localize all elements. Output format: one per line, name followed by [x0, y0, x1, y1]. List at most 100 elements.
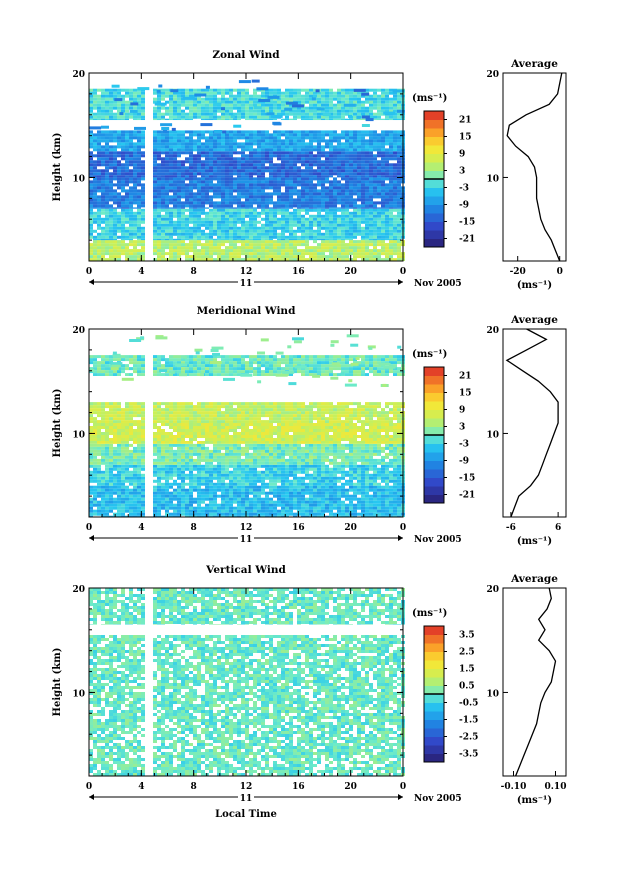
heatmap-cell [317, 255, 321, 258]
heatmap-cell [353, 255, 357, 258]
heatmap-cell [105, 160, 109, 163]
heatmap-cell [261, 175, 265, 177]
heatmap-cell [125, 157, 129, 160]
heatmap-cell [349, 101, 353, 104]
heatmap-cell [117, 240, 121, 243]
heatmap-cell [165, 504, 169, 507]
heatmap-cell [181, 510, 185, 513]
heatmap-cell [233, 212, 237, 215]
heatmap-cell [105, 186, 109, 189]
heatmap-cell [356, 116, 360, 119]
colorbar-segment [424, 222, 444, 231]
heatmap-cell [321, 130, 325, 133]
heatmap-cell [133, 498, 137, 501]
heatmap-cell [201, 113, 205, 116]
heatmap-cell [177, 148, 181, 151]
heatmap-cell [257, 154, 261, 157]
heatmap-cell [377, 151, 381, 154]
heatmap-cell [389, 157, 393, 160]
heatmap-cell [269, 252, 273, 255]
heatmap-cell [313, 492, 317, 495]
heatmap-cell [213, 227, 217, 230]
heatmap-cell [237, 160, 241, 163]
heatmap-cell [197, 160, 201, 163]
heatmap-cell [357, 133, 361, 136]
heatmap-cell [349, 215, 353, 218]
heatmap-cell [117, 510, 121, 513]
heatmap-cell [293, 507, 297, 510]
heatmap-cell [261, 255, 265, 258]
heatmap-cell [313, 113, 317, 116]
heatmap-cell [185, 175, 189, 177]
heatmap-cell [253, 195, 257, 198]
heatmap-cell [373, 113, 377, 116]
heatmap-cell [321, 243, 325, 246]
heatmap-cell [181, 486, 185, 489]
heatmap-cell [265, 192, 269, 195]
heatmap-cell [185, 160, 189, 163]
heatmap-cell [217, 92, 221, 95]
heatmap-cell [309, 239, 313, 240]
heatmap-cell [301, 233, 305, 236]
heatmap-cell [233, 233, 237, 236]
heatmap-cell [277, 252, 281, 255]
heatmap-cells [89, 334, 405, 517]
heatmap-cell [241, 172, 245, 175]
heatmap-cell [361, 221, 365, 224]
heatmap-cell [297, 215, 301, 218]
heatmap-cell [325, 209, 329, 212]
heatmap-cell [173, 195, 177, 198]
heatmap-cell [109, 92, 113, 95]
heatmap-cell [273, 246, 277, 249]
heatmap-cell [365, 240, 369, 243]
heatmap-cell [333, 239, 337, 240]
heatmap-cell [245, 104, 249, 107]
heatmap-cell [269, 183, 273, 186]
heatmap-cell [361, 172, 365, 175]
heatmap-cell [269, 163, 273, 166]
heatmap-cell [365, 215, 369, 218]
heatmap-cell [349, 163, 353, 166]
heatmap-cell [177, 492, 181, 495]
heatmap-cell [185, 507, 189, 510]
heatmap-cell [261, 209, 265, 212]
heatmap-cell [177, 498, 181, 501]
heatmap-cell [113, 166, 117, 169]
heatmap-cell [329, 89, 333, 92]
heatmap-cell [189, 192, 193, 195]
heatmap-cell [345, 166, 349, 169]
heatmap-cell [301, 249, 305, 252]
heatmap-cell [197, 151, 201, 154]
heatmap-cell [341, 501, 345, 504]
heatmap-cell [277, 154, 281, 157]
heatmap-cell [277, 495, 281, 498]
heatmap-cell [361, 510, 365, 513]
heatmap-cell [369, 107, 373, 110]
heatmap-cell [281, 212, 285, 215]
heatmap-cell [225, 157, 229, 160]
heatmap-cell [369, 133, 373, 136]
heatmap-cell [113, 221, 117, 224]
heatmap-cell [297, 239, 301, 240]
heatmap-cell [325, 151, 329, 154]
heatmap-cell [361, 239, 365, 240]
heatmap-cell [341, 233, 345, 236]
heatmap-cell [329, 240, 333, 243]
heatmap-cell [337, 501, 341, 504]
heatmap-cell [185, 195, 189, 198]
heatmap-cell [161, 218, 165, 221]
heatmap-cell [161, 148, 165, 151]
heatmap-cell [117, 142, 121, 145]
heatmap-cell [137, 227, 141, 230]
heatmap-cell [317, 212, 321, 215]
heatmap-cell [205, 89, 209, 92]
heatmap-cell [385, 489, 389, 492]
heatmap-cell [125, 215, 129, 218]
heatmap-cell [245, 95, 249, 98]
heatmap-cell [333, 145, 337, 148]
heatmap-cell [361, 160, 365, 163]
heatmap-cell [109, 246, 113, 249]
heatmap-cell [189, 240, 193, 243]
heatmap-cell [381, 183, 385, 186]
heatmap-cell [361, 93, 369, 96]
